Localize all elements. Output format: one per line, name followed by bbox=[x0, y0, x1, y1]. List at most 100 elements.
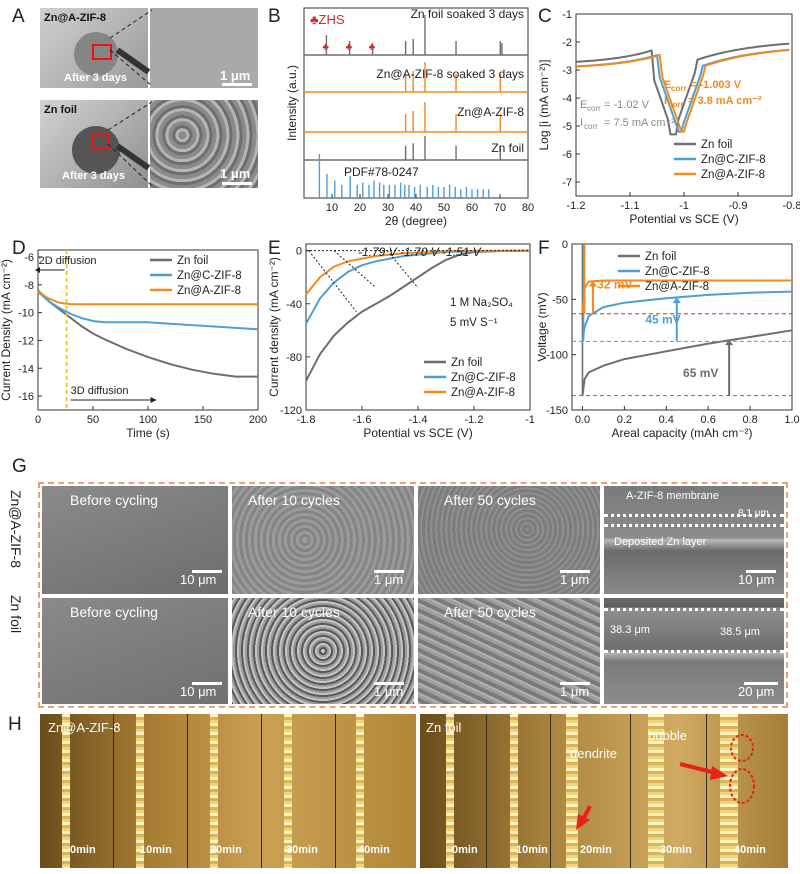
time-label: 10min bbox=[516, 844, 548, 856]
icorr-sub: corr bbox=[668, 100, 684, 109]
scalebar-label: 1 μm bbox=[560, 684, 590, 699]
x-tick-label: 50 bbox=[438, 202, 450, 214]
ecorr-sub: corr bbox=[587, 104, 601, 113]
series-label: PDF#78-0247 bbox=[344, 165, 419, 179]
series-label: Zn foil bbox=[491, 141, 524, 155]
legend-entry: Zn@C-ZIF-8 bbox=[701, 154, 766, 166]
nucleation-chart: 0.0 0.2 0.4 0.6 0.8 1.0 0 -50 -100 -150 Areal capa… bbox=[538, 239, 800, 440]
ecorr-value: = -1.003 V bbox=[690, 79, 742, 91]
onset-annotation: -1.79 V -1.70 V -1.51 V bbox=[358, 245, 482, 259]
legend-entry: Zn foil bbox=[177, 255, 208, 267]
legend-entry: Zn@C-ZIF-8 bbox=[645, 266, 710, 278]
series-label: Zn@A-ZIF-8 soaked 3 days bbox=[376, 67, 524, 81]
x-tick-label: -1 bbox=[679, 200, 689, 212]
x-tick-label: 40 bbox=[410, 202, 422, 214]
x-tick-label: -1.1 bbox=[621, 200, 640, 212]
x-tick-label: -1 bbox=[525, 414, 535, 426]
legend-entry: Zn@A-ZIF-8 bbox=[451, 387, 515, 399]
sem-title: After 10 cycles bbox=[248, 492, 340, 508]
time-label: 0min bbox=[452, 844, 478, 856]
y-tick-label: -5 bbox=[562, 121, 572, 133]
chronoamperometry-chart: 0 50 100 150 200 -16 -14 -12 -10 -8 -6 Time (s) Curr… bbox=[0, 249, 267, 440]
legend-entry: Zn foil bbox=[701, 139, 732, 151]
optical-label: Zn foil bbox=[426, 720, 462, 735]
x-tick-label: 30 bbox=[382, 202, 394, 214]
panel-letter-b: B bbox=[268, 6, 281, 27]
scalebar-label: 1 μm bbox=[374, 684, 404, 699]
y-tick-label: 0 bbox=[562, 239, 568, 251]
photo-label: Zn@A-ZIF-8 bbox=[44, 12, 107, 24]
lsv-chart: -1.8 -1.6 -1.4 -1.2 -1 0 -40 -80 -120 Potential v… bbox=[268, 243, 535, 440]
row-label-zn-foil: Zn foil bbox=[8, 595, 24, 634]
dendrite-label: dendrite bbox=[570, 746, 617, 761]
x-tick-label: -1.6 bbox=[353, 414, 372, 426]
y-axis-label: Intensity (a.u.) bbox=[285, 65, 299, 141]
panel-g-frame bbox=[38, 482, 788, 708]
sem-zn-50cycles: After 50 cycles 1 μm bbox=[418, 598, 600, 704]
x-tick-label: -0.8 bbox=[783, 200, 800, 212]
zhs-peak-marker: ♣ bbox=[346, 42, 353, 53]
scalebar-label: 10 μm bbox=[180, 684, 217, 699]
y-tick-label: -8 bbox=[24, 280, 34, 292]
sem-azif8-10cycles: After 10 cycles 1 μm bbox=[232, 486, 414, 594]
x-tick-label: 0.6 bbox=[701, 414, 716, 426]
bubble-label: bubble bbox=[648, 728, 688, 743]
ca-curve bbox=[37, 290, 258, 306]
sem-zn-before: Before cycling 10 μm bbox=[42, 598, 228, 704]
tafel-curve bbox=[575, 49, 790, 133]
y-tick-label: -6 bbox=[24, 252, 34, 264]
time-label: 20min bbox=[210, 844, 242, 856]
ecorr-annotation: E bbox=[664, 79, 671, 91]
x-axis-label: 2θ (degree) bbox=[385, 214, 447, 228]
x-tick-label: 20 bbox=[354, 202, 366, 214]
arrow-head bbox=[672, 297, 681, 304]
ca-curve bbox=[37, 290, 259, 331]
panel-letter-h: H bbox=[8, 714, 22, 735]
optical-label: Zn@A-ZIF-8 bbox=[48, 720, 121, 735]
panel-letter-f: F bbox=[538, 238, 550, 259]
ecorr-sub: corr bbox=[671, 84, 687, 93]
sem-azif8-cross-section: A-ZIF-8 membrane 8.1 μm Deposited Zn lay… bbox=[604, 486, 784, 594]
legend-entry: Zn@A-ZIF-8 bbox=[177, 285, 241, 297]
sem-zn-foil: 1 μm bbox=[150, 100, 258, 188]
zhs-peak-marker: ♣ bbox=[369, 42, 376, 53]
y-axis-label: Voltage (mV) bbox=[538, 292, 549, 361]
overpotential-label: 45 mV bbox=[645, 313, 680, 327]
icorr-annotation: I bbox=[664, 95, 667, 107]
thickness-label: 8.1 μm bbox=[738, 508, 769, 519]
sem-title: Before cycling bbox=[70, 492, 158, 508]
icorr-annotation: I bbox=[580, 117, 583, 129]
panel-letter-d: D bbox=[12, 238, 26, 259]
diffusion-label: 2D diffusion bbox=[39, 255, 97, 267]
x-tick-label: 150 bbox=[194, 414, 212, 426]
y-tick-label: -50 bbox=[552, 294, 568, 306]
ecorr-value: = -1.02 V bbox=[604, 99, 650, 111]
ecorr-annotation: E bbox=[580, 99, 587, 111]
y-axis-label: Current density (mA cm⁻²) bbox=[268, 257, 281, 397]
sem-zn-azif8: 1 μm bbox=[150, 8, 258, 88]
x-tick-label: 0 bbox=[35, 414, 41, 426]
y-tick-label: -120 bbox=[280, 405, 302, 417]
arrow-head bbox=[150, 397, 157, 403]
time-label: 40min bbox=[358, 844, 390, 856]
arrow-head bbox=[725, 339, 734, 346]
y-tick-label: -16 bbox=[18, 391, 34, 403]
y-tick-label: -100 bbox=[546, 350, 568, 362]
photo-zn-azif8: Zn@A-ZIF-8 After 3 days bbox=[40, 8, 151, 88]
zhs-marker: ♣ZHS bbox=[310, 12, 345, 27]
x-tick-label: -1.2 bbox=[567, 200, 586, 212]
diffusion-label: 3D diffusion bbox=[71, 385, 129, 397]
y-tick-label: -14 bbox=[18, 363, 34, 375]
scalebar-label: 10 μm bbox=[738, 572, 775, 587]
panel-letter-g: G bbox=[12, 456, 27, 477]
lsv-curve bbox=[305, 249, 531, 325]
legend-entry: Zn foil bbox=[645, 251, 676, 263]
photo-caption: After 3 days bbox=[64, 72, 127, 84]
scalebar-label: 20 μm bbox=[738, 684, 775, 699]
time-label: 30min bbox=[286, 844, 318, 856]
y-axis-label: Log [i (mA cm⁻²)] bbox=[538, 59, 551, 150]
sem-title: After 10 cycles bbox=[248, 604, 340, 620]
x-tick-label: 50 bbox=[87, 414, 99, 426]
x-tick-label: 10 bbox=[326, 202, 338, 214]
x-tick-label: 0.0 bbox=[575, 414, 590, 426]
